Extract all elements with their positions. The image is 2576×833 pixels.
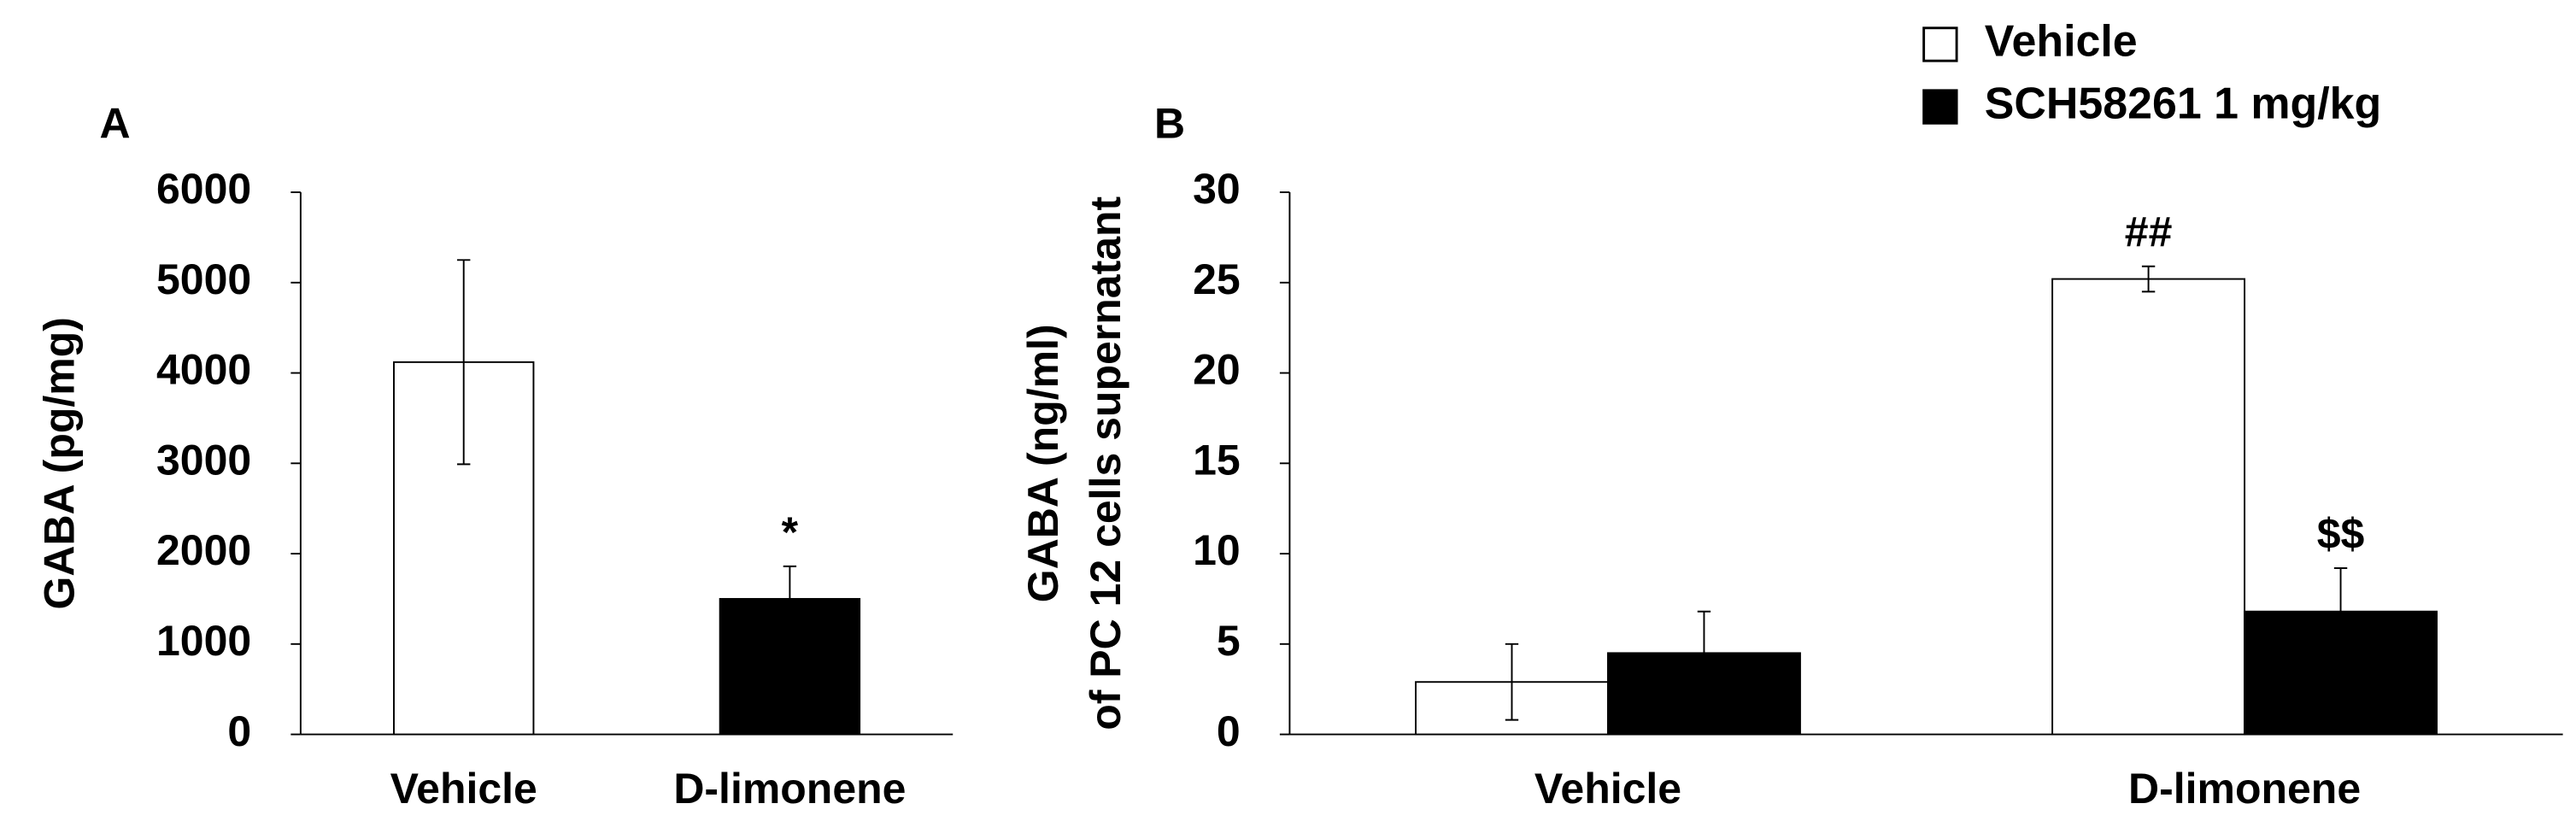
y-tick-label: 25	[1193, 255, 1241, 303]
panel-label: B	[1154, 100, 1185, 148]
significance-mark: *	[782, 508, 799, 556]
bar	[2051, 278, 2246, 736]
y-tick-label: 15	[1193, 437, 1241, 484]
significance-mark: $$	[2317, 510, 2365, 558]
y-axis-label: GABA (pg/mg)	[35, 317, 83, 609]
error-bar	[1505, 642, 1519, 721]
y-tick-label: 6000	[156, 165, 251, 213]
y-axis-label: GABA (ng/ml)	[1019, 324, 1067, 602]
significance-mark: ##	[2125, 208, 2173, 256]
error-bar	[2141, 265, 2156, 293]
legend-label: SCH58261 1 mg/kg	[1985, 79, 2382, 129]
legend-swatch	[1922, 26, 1958, 62]
x-tick-label: D-limonene	[673, 765, 906, 812]
legend-label: Vehicle	[1985, 17, 2138, 67]
error-bar	[2333, 567, 2348, 656]
panel-label: A	[100, 100, 131, 148]
y-tick-label: 10	[1193, 526, 1241, 574]
y-tick-label: 0	[1217, 707, 1241, 755]
x-tick-label: Vehicle	[1534, 765, 1681, 812]
y-tick-label: 4000	[156, 346, 251, 394]
error-bar	[457, 259, 471, 466]
y-tick-label: 0	[227, 707, 251, 755]
x-tick-label: D-limonene	[2128, 765, 2361, 812]
y-tick-label: 3000	[156, 437, 251, 484]
y-tick-label: 20	[1193, 346, 1241, 394]
y-tick-label: 5000	[156, 255, 251, 303]
x-tick-label: Vehicle	[390, 765, 537, 812]
y-tick-label: 30	[1193, 165, 1241, 213]
y-axis-label: of PC 12 cells supernatant	[1082, 196, 1130, 730]
y-tick-label: 1000	[156, 617, 251, 665]
y-tick-label: 2000	[156, 526, 251, 574]
y-tick-label: 5	[1217, 617, 1241, 665]
legend-swatch	[1922, 89, 1958, 125]
error-bar	[783, 565, 797, 632]
error-bar	[1697, 610, 1711, 695]
